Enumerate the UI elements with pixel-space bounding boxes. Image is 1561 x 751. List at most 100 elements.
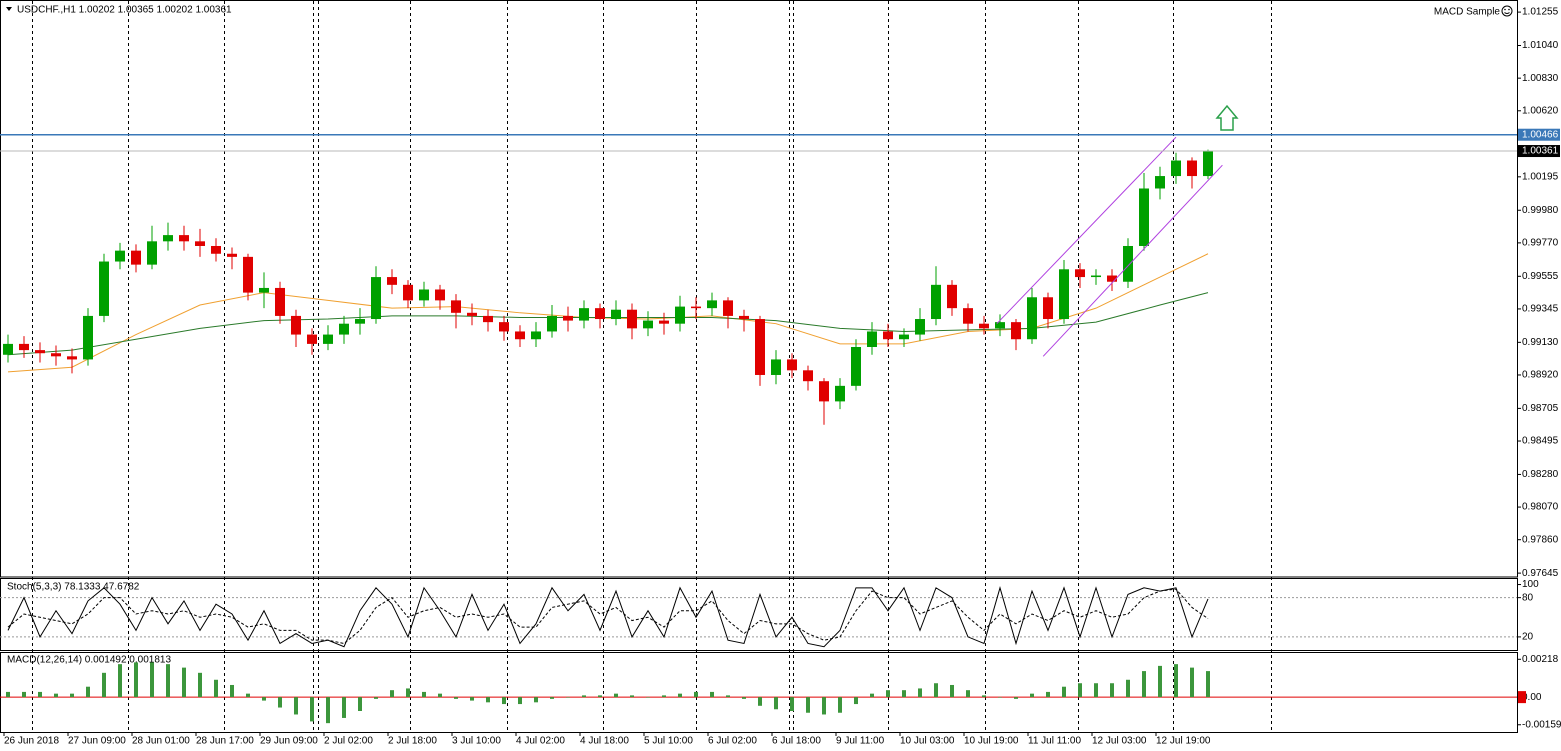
y-tick-label: 0.98705 [1522,403,1559,414]
macd-bar [422,691,426,698]
macd-bar [86,686,90,698]
candle-body [83,315,93,360]
y-tick-label: 0.99345 [1522,304,1559,315]
candle-body [915,319,925,335]
candle-body [307,334,317,344]
macd-bar [1110,683,1114,698]
candle-body [259,287,269,293]
candle-body [99,261,109,316]
macd-title: MACD(12,26,14) 0.001492 0.001813 [7,655,171,666]
stoch-line [7,588,1209,644]
candle-body [867,331,877,347]
candle-body [483,315,493,323]
macd-bar [1062,686,1066,698]
candle-body [403,284,413,301]
candle-body [1011,322,1021,340]
x-tick-label: 5 Jul 10:00 [644,736,693,747]
macd-bar [598,695,602,698]
macd-bar [326,697,330,724]
y-tick-label: 0.97860 [1522,534,1559,545]
candle-body [659,320,669,324]
candle-body [1043,297,1053,320]
y-tick-label: 0.98280 [1522,469,1559,480]
candle-body [179,235,189,242]
candle-body [275,287,285,316]
macd-bar [1126,679,1130,698]
x-tick-label: 10 Jul 03:00 [900,736,955,747]
macd-bar [1030,693,1034,698]
candle-body [579,308,589,321]
candle-body [883,331,893,340]
candle-body [1155,176,1165,189]
x-tick-label: 6 Jul 18:00 [772,736,821,747]
menu-triangle [6,7,12,11]
macd-bar [694,691,698,698]
macd-bar [918,688,922,698]
macd-bar [582,695,586,698]
candle-body [195,241,205,246]
candle-body [419,289,429,301]
macd-bar [470,697,474,701]
macd-bar [246,693,250,698]
macd-bar [1078,683,1082,698]
candle-body [67,356,77,360]
candle-body [835,385,845,402]
x-tick-label: 29 Jun 09:00 [260,736,318,747]
macd-bar [950,684,954,698]
candle-body [387,277,397,285]
macd-bar [150,662,154,698]
candle-body [995,322,1005,329]
macd-panel [0,652,1518,733]
macd-bar [214,679,218,698]
candle-body [1139,188,1149,246]
macd-bar [1142,671,1146,698]
candle-body [531,331,541,340]
candle-body [1123,245,1133,282]
candle-body [51,353,61,357]
channel-line [996,136,1177,325]
expert-name: MACD Sample [1434,7,1501,18]
candle-body [451,300,461,313]
y-tick-label: 1.01040 [1522,40,1559,51]
macd-bar [454,697,458,699]
candle-body [1203,151,1213,177]
stoch-panel [0,578,1518,651]
price-label: 1.00361 [1522,146,1559,157]
candle-body [787,359,797,371]
candle-body [35,350,45,354]
macd-bar [502,697,506,705]
x-tick-label: 4 Jul 02:00 [516,736,565,747]
candle-body [147,241,157,265]
macd-bar [662,695,666,698]
y-tick-label: 1.00195 [1522,171,1559,182]
stoch-title: Stoch(5,3,3) 78.1333 47.6782 [7,582,140,593]
candle-body [1107,275,1117,282]
x-tick-label: 9 Jul 11:00 [836,736,885,747]
y-tick-label: 0.99555 [1522,271,1559,282]
y-tick-label: 0.99130 [1522,337,1559,348]
x-tick-label: 27 Jun 09:00 [68,736,126,747]
macd-bar [1174,664,1178,698]
main-panel [0,0,1518,578]
macd-bar [982,695,986,698]
expert-icon [1501,5,1513,17]
price-label-box [1518,128,1560,141]
zero-label-box [1518,691,1526,704]
macd-bar [870,693,874,698]
macd-bar [22,691,26,698]
macd-bar [70,693,74,698]
y-tick-label: 100 [1522,579,1539,590]
macd-bar [902,690,906,698]
candle-body [323,334,333,344]
candle-body [435,289,445,301]
macd-bar [566,697,570,698]
x-tick-label: 6 Jul 02:00 [708,736,757,747]
x-tick-label: 2 Jul 18:00 [388,736,437,747]
y-tick-label: 0.99770 [1522,238,1559,249]
candle-body [675,306,685,324]
candle-body [947,284,957,309]
candle-body [163,235,173,242]
candle-body [1091,275,1101,278]
macd-bar [550,697,554,699]
